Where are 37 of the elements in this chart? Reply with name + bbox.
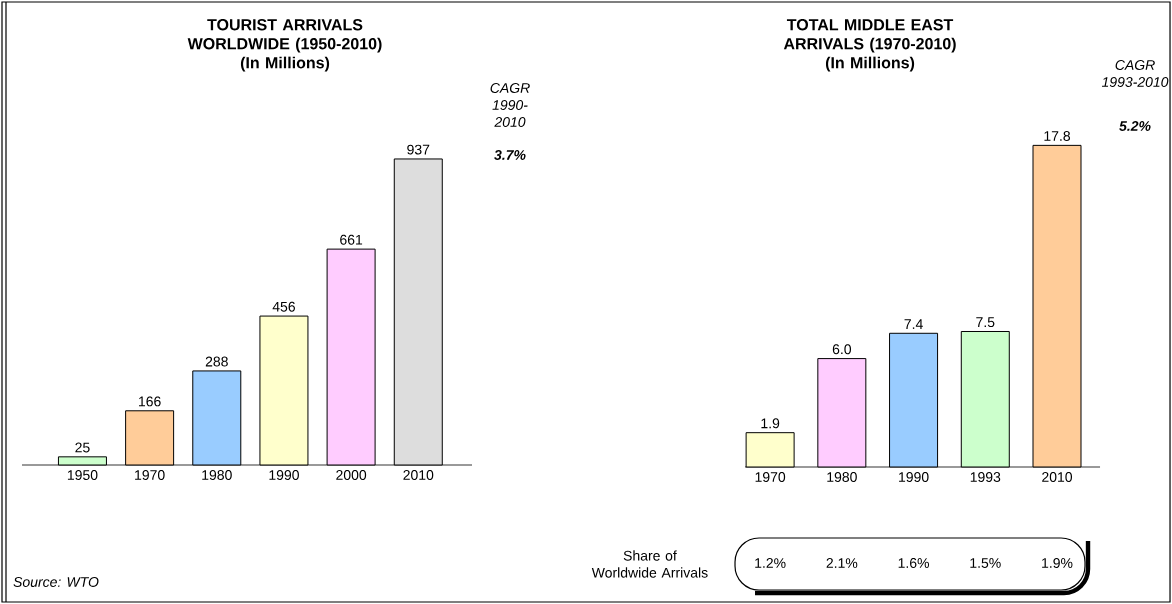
x-tick-label: 1993 [970,472,1001,482]
chart-subtitle: (In Millions) [825,56,915,72]
text: CAGR 1990-2010 [490,83,530,127]
data-label: 937 [407,144,430,155]
text: 1.6% [898,558,929,568]
data-label: 7.5 [976,317,995,328]
x-tick-label: 1950 [67,470,98,480]
text: 1.5% [970,558,1001,568]
x-tick-label: 1990 [899,472,929,482]
text: 2.1% [826,558,858,568]
source-note: Source: WTO [13,577,99,587]
data-label: 7.4 [904,319,923,329]
x-tick-label: 1980 [827,472,857,482]
chart-subtitle: (In Millions) [240,56,330,72]
data-label: 288 [205,356,228,367]
data-label: 1.9 [761,418,780,429]
text: 1.2% [755,558,786,568]
data-label: 456 [272,301,295,312]
x-tick-label: 2010 [403,470,434,480]
x-tick-label: 2000 [336,470,367,480]
x-tick-label: 1980 [202,470,232,480]
data-label: 661 [340,234,363,245]
text: Share of Worldwide Arrivals [591,550,708,578]
chart-title: TOTAL MIDDLE EAST ARRIVALS (1970-2010) [783,19,956,53]
data-label: 17.8 [1044,131,1071,141]
text: 1.9% [1042,558,1073,568]
text: 5.2% [1119,121,1151,131]
text: CAGR 1993-2010 [1101,60,1169,87]
x-tick-label: 2010 [1042,472,1073,482]
text: 3.7% [494,150,526,160]
data-label: 166 [139,396,161,407]
chart-title: TOURIST ARRIVALS WORLDWIDE (1950-2010) [187,19,382,53]
data-label: 25 [75,442,90,453]
data-label: 6.0 [832,344,852,355]
x-tick-label: 1990 [269,470,299,480]
x-tick-label: 1970 [755,472,786,482]
x-tick-label: 1970 [135,470,165,480]
